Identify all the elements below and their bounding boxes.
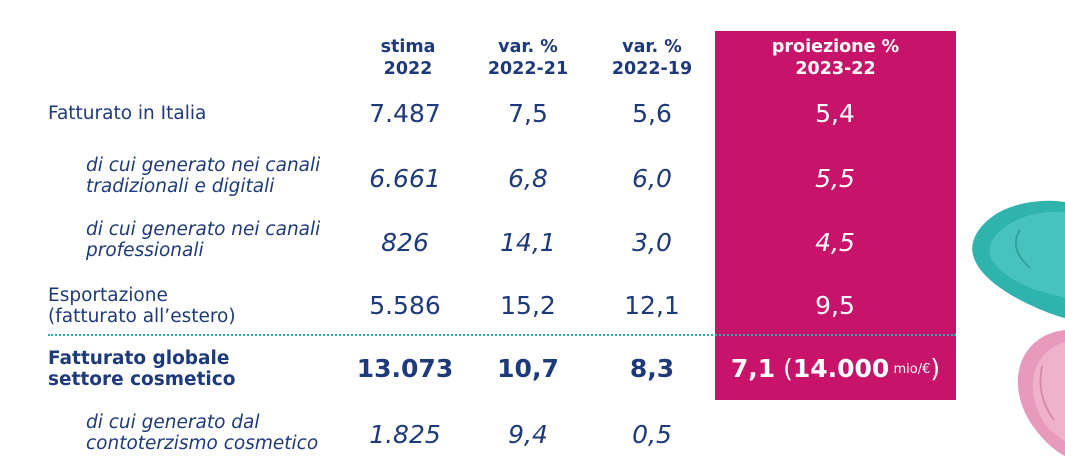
header-proiezione-2023-22: proiezione % 2023-22 bbox=[771, 37, 900, 79]
decorative-swatches bbox=[972, 200, 1065, 456]
cell-stima: 1.825 bbox=[369, 420, 441, 449]
row-label-contoterzismo: di cui generato dal contoterzismo cosmet… bbox=[86, 412, 319, 454]
header-stima-2022: stima 2022 bbox=[380, 37, 436, 79]
cell-var2219: 6,0 bbox=[632, 164, 672, 193]
cell-var2122: 7,5 bbox=[508, 99, 548, 128]
paren-close: ) bbox=[930, 354, 941, 383]
cell-var2219: 0,5 bbox=[632, 420, 672, 449]
cell-var2122: 6,8 bbox=[508, 164, 548, 193]
row-label-fatturato-globale: Fatturato globale settore cosmetico bbox=[48, 348, 236, 390]
cell-proiezione: 5,5 bbox=[815, 164, 855, 193]
cell-proiezione: 4,5 bbox=[815, 228, 855, 257]
cell-var2219: 5,6 bbox=[632, 99, 672, 128]
pink-swatch-icon bbox=[1017, 330, 1065, 456]
teal-swatch-icon bbox=[972, 200, 1065, 318]
unit-label: mio/€ bbox=[889, 362, 931, 377]
proiezione-percent: 7,1 bbox=[730, 354, 776, 383]
proiezione-total: 14.000 bbox=[792, 354, 890, 383]
projection-column-background bbox=[715, 31, 956, 400]
cell-proiezione: 5,4 bbox=[815, 99, 855, 128]
cell-stima: 6.661 bbox=[369, 164, 441, 193]
cell-var2122: 15,2 bbox=[500, 291, 556, 320]
cell-var2219: 8,3 bbox=[629, 354, 675, 383]
cell-var2122: 9,4 bbox=[508, 420, 548, 449]
cell-stima: 13.073 bbox=[356, 354, 454, 383]
cell-proiezione-globale: 7,1 (14.000 mio/€) bbox=[715, 354, 956, 385]
row-label-canali-professionali: di cui generato nei canali professionali bbox=[86, 219, 321, 261]
row-label-canali-tradizionali: di cui generato nei canali tradizionali … bbox=[86, 155, 321, 197]
cell-var2219: 12,1 bbox=[624, 291, 680, 320]
cell-stima: 5.586 bbox=[369, 291, 441, 320]
row-label-esportazione: Esportazione (fatturato all’estero) bbox=[48, 285, 236, 327]
cell-proiezione: 9,5 bbox=[815, 291, 855, 320]
header-var-2022-21: var. % 2022-21 bbox=[487, 37, 569, 79]
cell-var2122: 10,7 bbox=[497, 354, 559, 383]
row-label-fatturato-italia: Fatturato in Italia bbox=[48, 103, 207, 124]
paren-open: ( bbox=[775, 354, 793, 383]
cell-var2219: 3,0 bbox=[632, 228, 672, 257]
cell-stima: 826 bbox=[381, 228, 429, 257]
header-var-2022-19: var. % 2022-19 bbox=[611, 37, 693, 79]
section-divider bbox=[48, 334, 956, 336]
cell-stima: 7.487 bbox=[369, 99, 441, 128]
cell-var2122: 14,1 bbox=[500, 228, 556, 257]
